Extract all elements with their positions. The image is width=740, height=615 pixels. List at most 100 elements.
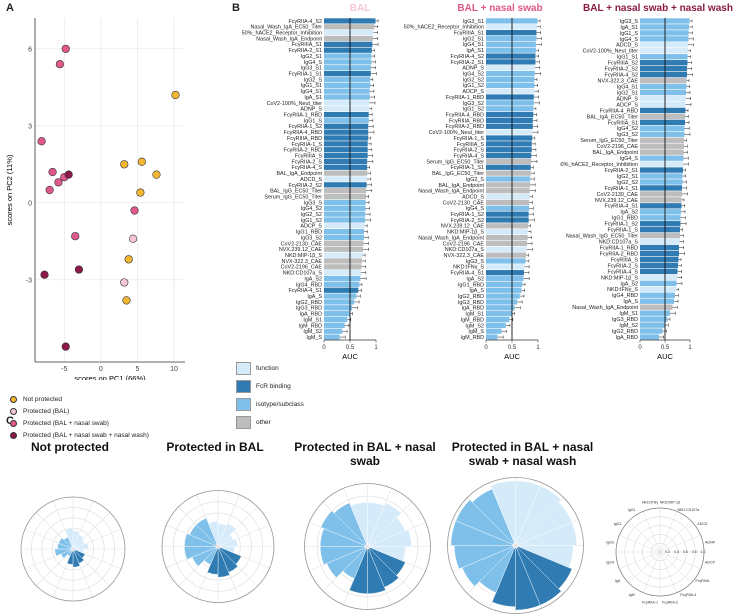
bar [324,334,340,340]
category-label: NKD:MIP-1β_S [285,253,322,259]
bar [324,82,371,88]
scatter-point [130,206,139,215]
bar [640,119,685,126]
category-label: NKD:CD107a_S [599,240,639,246]
bar [486,305,515,311]
bar [486,170,531,176]
radial-plot-bal-ns [304,483,431,610]
bar [486,111,534,118]
category-label: IgG1_S2 [301,218,322,224]
bar [640,274,677,281]
auc-bar-chart-bal-ns-nw: IgG3_SIgA_S1IgG1_SIgG4_SADCD_SCoV2-100%_… [560,18,694,361]
bar [640,304,673,310]
category-label: FcγRIIIA_RBD [449,118,484,124]
x-axis-label: AUC [342,352,358,361]
category-label: ADNP_S [462,66,484,72]
scatter-point [71,232,80,241]
category-label: FcγRIIIA_S1 [454,31,484,37]
scatter-point [61,342,70,351]
key-sector-label: NKD:MIP-1β [660,500,680,504]
category-label: IgG2_RBD [612,329,638,335]
category-label: CoV2-100%_Neut_titer [429,130,485,136]
bar [486,275,524,282]
category-label: Nasal_Wash_IgG_EC50_Titer [566,234,638,240]
key-sector-label: NKD:CD107a [677,508,699,512]
bar [640,48,688,54]
bar [640,310,670,316]
scatter-point [128,234,138,243]
category-label: FcγRIIA-1_S2 [288,124,322,130]
legend-swatch [236,398,251,411]
category-label: IgG1_S [620,31,639,37]
category-label: NVX.239.12_CAE [279,247,323,253]
category-label: FcγRIIA-2_RBD [284,148,322,154]
category-label: CoV2-2130_CAE [443,200,485,206]
category-label: ADCD_S [300,177,322,183]
category-label: IgG2_S2 [301,212,322,218]
category-label: FcγRIIA-2_S [291,159,322,165]
panel-label-b: B [232,2,240,14]
legend-item-protected-bal: Protected (BAL) [10,408,230,415]
category-label: CoV2-2130_CAE [597,192,639,198]
category-label: FcγRIIA-4_S1 [604,204,638,210]
category-label: FcγRIIIA_RBD [287,136,322,142]
category-label: FcγRIIA-2_RBD [600,251,638,257]
category-label: NVX-322.3_CAE [598,79,639,85]
bar [324,205,366,211]
bar [486,299,518,305]
outer-ring [447,477,584,614]
category-label: IgM_S1 [619,311,638,317]
category-label: IgA_RBD [462,306,485,312]
radial-title-bal-ns: Protected in BAL + nasal swab [294,440,436,468]
category-label: IgG4_S2 [301,206,322,212]
category-label: IgM_RBD [461,335,484,341]
category-label: IgG4_S2 [463,72,484,78]
category-label: Nasal_Wash_IgA_EC50_Titer [250,25,322,31]
category-label: IgG1_S2 [463,83,484,89]
key-spoke [659,511,678,553]
bar [324,199,366,206]
category-label: IgA_S1 [304,95,322,101]
radial-plot-not-protected [20,496,126,602]
key-sector-label: IgG3 [606,541,614,545]
bar [640,42,688,48]
y-tick-label: -3 [26,277,32,284]
scatter-point [171,90,180,100]
category-label: IgG2_S2 [617,180,638,186]
category-label: IgM_S2 [303,329,322,335]
category-label: FcγRIIA-1_S1 [450,165,484,171]
x-tick-label: -5 [61,366,67,373]
bar [324,65,371,71]
bar [640,71,687,78]
bar [324,275,361,282]
category-label: IgG3_S2 [301,235,322,241]
scatter-point [48,167,57,177]
category-label: FcγRIIA-2_S [607,263,638,269]
scatter-point [64,170,73,179]
category-label: CoV2-100%_Neut_titer [267,101,323,107]
bar [486,211,529,217]
bar [324,117,369,124]
category-label: IgA_S [307,294,322,300]
auc-bar-chart-bal: FcγRIIA-4_S2Nasal_Wash_IgA_EC50_Titer50%… [242,18,379,361]
key-sector-label: ADNP [705,541,716,545]
bar [640,298,674,304]
bar [640,316,668,322]
radial-bar [350,502,368,545]
bar [324,229,365,235]
legend-label: Protected (BAL + nasal swab + nasal wash… [23,432,149,439]
key-sector-label: FcγRIIA-4 [680,593,696,597]
legend-label: Not protected [23,396,63,403]
key-spoke [619,551,661,570]
category-label: IgG4_S [304,60,323,66]
category-label: FcγRIIIA_S [457,142,485,148]
x-axis-label: scores on PC1 (66%) [74,374,146,380]
y-tick-label: 6 [28,46,32,53]
category-label: Serum_IgG_EC50_Titer [426,159,484,165]
bar [486,35,537,42]
x-tick-label: 0 [638,345,642,351]
bar [324,47,372,53]
bar [640,173,683,179]
category-label: FcγRIIA-4_S2 [450,54,484,60]
category-label: FcγRIIA-2_S2 [450,218,484,224]
